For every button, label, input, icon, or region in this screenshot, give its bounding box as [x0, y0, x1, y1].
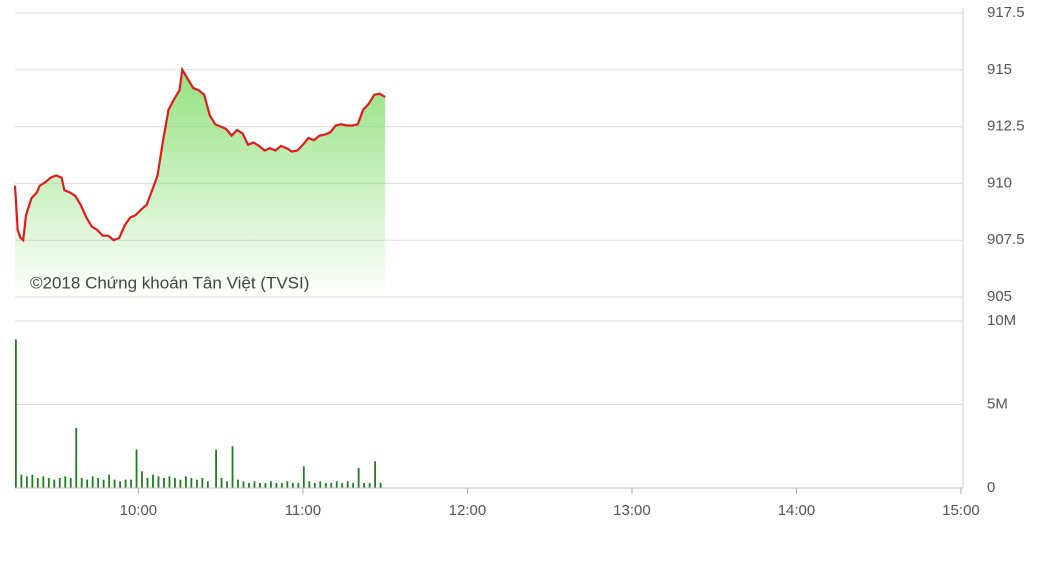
- x-tick-label: 10:00: [120, 502, 158, 519]
- volume-bar: [253, 481, 256, 488]
- volume-bar: [113, 479, 116, 488]
- volume-bar: [91, 476, 94, 488]
- volume-bar: [313, 482, 316, 488]
- volume-bar: [174, 477, 176, 488]
- volume-bar: [47, 477, 50, 488]
- volume-bar: [190, 477, 193, 488]
- volume-bar: [215, 449, 217, 488]
- y-tick-label: 912.5: [987, 118, 1025, 135]
- volume-bar: [185, 476, 187, 488]
- volume-bar: [58, 477, 61, 488]
- volume-bar: [53, 479, 56, 488]
- volume-bar: [119, 481, 121, 488]
- volume-bar: [15, 339, 17, 488]
- y-tick-label: 907.5: [987, 231, 1025, 248]
- y-tick-label: 910: [987, 174, 1012, 191]
- volume-bar: [146, 477, 149, 488]
- y-tick-label: 915: [987, 61, 1012, 78]
- volume-bar: [130, 479, 132, 488]
- volume-bar: [270, 481, 272, 488]
- volume-bar: [264, 482, 267, 488]
- volume-bar: [352, 482, 355, 488]
- x-tick-label: 15:00: [942, 502, 980, 519]
- volume-bar: [379, 482, 382, 488]
- volume-bar: [206, 481, 209, 488]
- volume-bar: [25, 476, 28, 488]
- volume-bar: [237, 479, 239, 488]
- volume-bar: [341, 482, 344, 488]
- volume-bar: [157, 476, 160, 488]
- volume-bar: [363, 482, 366, 488]
- volume-bar: [20, 474, 23, 488]
- volume-bar: [368, 482, 371, 488]
- volume-bar: [102, 479, 105, 488]
- volume-bar: [31, 474, 34, 488]
- volume-bar: [275, 482, 278, 488]
- volume-bar: [308, 481, 311, 488]
- x-tick-label: 13:00: [613, 502, 651, 519]
- volume-bar: [220, 477, 223, 488]
- volume-bar: [280, 482, 283, 488]
- y-tick-label: 0: [987, 479, 995, 496]
- volume-bar: [179, 479, 182, 488]
- volume-bar: [135, 449, 138, 488]
- x-tick-label: 14:00: [778, 502, 816, 519]
- volume-bar: [297, 482, 300, 488]
- volume-bar: [259, 482, 261, 488]
- y-tick-label: 10M: [987, 312, 1016, 329]
- x-tick-label: 11:00: [285, 502, 321, 519]
- price-line: [13, 66, 386, 243]
- volume-bar: [69, 477, 72, 488]
- volume-bar: [231, 446, 234, 488]
- volume-bar: [168, 476, 171, 488]
- y-tick-label: 905: [987, 288, 1012, 305]
- y-tick-label: 917.5: [987, 4, 1025, 21]
- volume-bar: [75, 427, 78, 488]
- volume-bar: [242, 481, 245, 488]
- volume-bar: [346, 481, 349, 488]
- volume-bar: [141, 471, 143, 488]
- volume-bar: [195, 479, 198, 488]
- volume-bar: [335, 481, 338, 488]
- volume-bar: [374, 461, 377, 488]
- area: [15, 69, 386, 297]
- watermark: ©2018 Chứng khoán Tân Việt (TVSI): [30, 273, 309, 292]
- volume-bar: [226, 481, 228, 488]
- volume-bar: [357, 467, 360, 488]
- volume-bar: [330, 482, 333, 488]
- volume-bar: [201, 477, 204, 488]
- volume-bar: [319, 481, 322, 488]
- volume-bar: [42, 476, 45, 488]
- volume-bar: [302, 466, 305, 488]
- volume-bar: [286, 481, 289, 488]
- volume-bar: [80, 477, 83, 488]
- volume-bar: [108, 474, 111, 488]
- x-tick-label: 12:00: [449, 502, 487, 519]
- volume-bar: [124, 479, 127, 488]
- volume-bar: [248, 482, 250, 488]
- y-tick-label: 5M: [987, 395, 1008, 412]
- volume-bar: [97, 477, 100, 488]
- volume-bar: [86, 479, 89, 488]
- volume-bar: [324, 482, 327, 488]
- volume-bar: [152, 474, 154, 488]
- volume-bar: [36, 477, 39, 488]
- volume-bar: [163, 477, 165, 488]
- volume-bar: [291, 482, 294, 488]
- volume-bar: [64, 476, 67, 488]
